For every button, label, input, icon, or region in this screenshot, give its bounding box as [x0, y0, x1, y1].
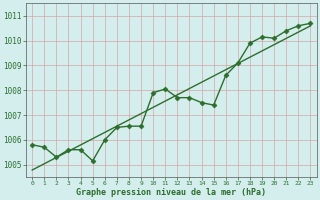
X-axis label: Graphe pression niveau de la mer (hPa): Graphe pression niveau de la mer (hPa): [76, 188, 266, 197]
